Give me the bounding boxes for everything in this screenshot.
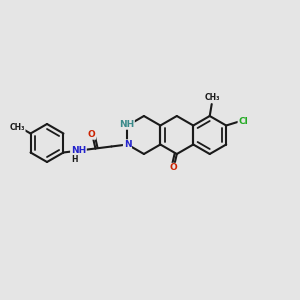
Text: Cl: Cl [238, 117, 248, 126]
Text: O: O [88, 130, 95, 139]
Text: H: H [71, 155, 78, 164]
Text: CH₃: CH₃ [205, 94, 220, 103]
Text: O: O [170, 164, 178, 172]
Text: N: N [124, 140, 131, 149]
Text: NH: NH [119, 120, 134, 129]
Text: NH: NH [71, 146, 86, 155]
Text: CH₃: CH₃ [9, 123, 25, 132]
